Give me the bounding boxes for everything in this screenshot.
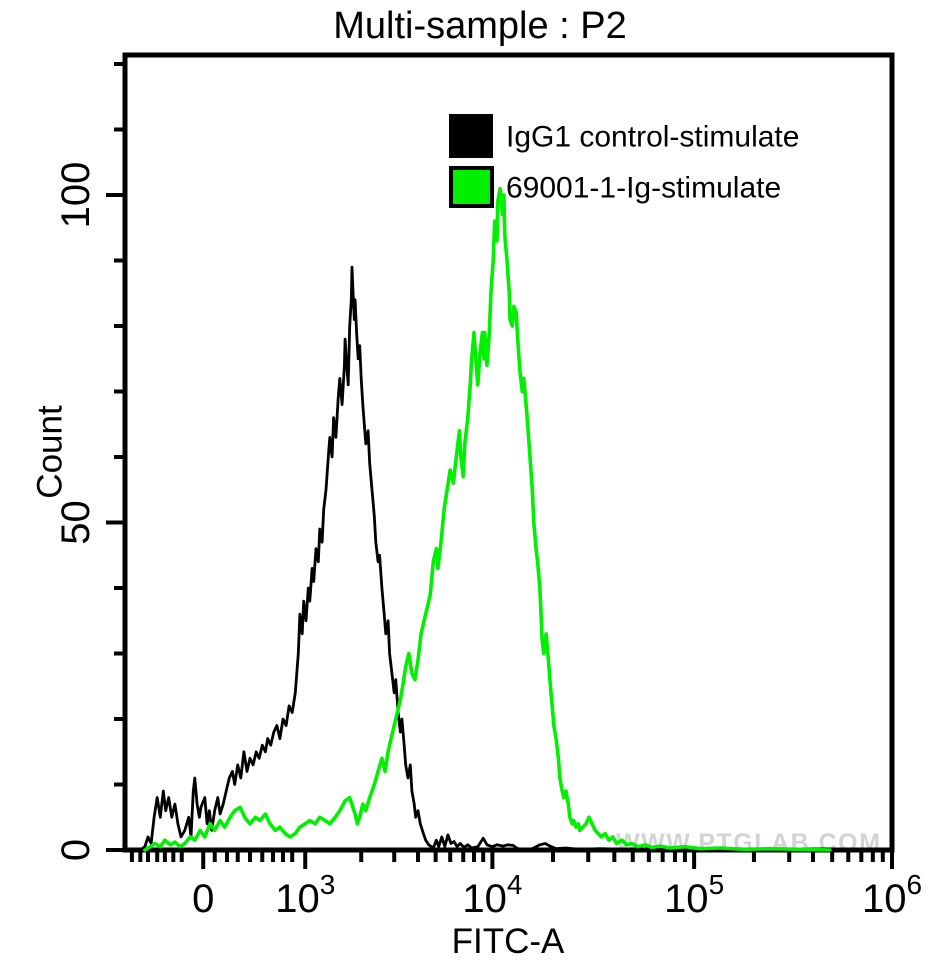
x-tick-label: 103	[275, 869, 335, 921]
x-axis-title: FITC-A	[452, 922, 565, 961]
x-tick-label: 104	[462, 869, 522, 921]
x-tick-label: 106	[862, 869, 922, 921]
y-axis-title: Count	[31, 405, 70, 499]
histogram-curves	[138, 186, 852, 852]
plot-frame	[122, 52, 895, 853]
plot-title: Multi-sample : P2	[333, 5, 627, 47]
legend-label-igg1-control: IgG1 control-stimulate	[506, 121, 799, 154]
curve-igg1-control-stimulate	[138, 265, 852, 852]
legend-label-69001-1-ig: 69001-1-Ig-stimulate	[506, 172, 781, 205]
legend-swatch-69001-1-ig	[449, 166, 494, 208]
x-tick-label: 105	[664, 869, 724, 921]
curve-69001-1-ig-stimulate	[143, 186, 832, 852]
y-tick-label: 0	[54, 839, 98, 861]
y-tick-label: 50	[54, 500, 98, 545]
x-tick-label: 0	[192, 877, 214, 921]
legend-swatch-igg1-control	[449, 114, 493, 158]
y-tick-label: 100	[54, 162, 98, 229]
watermark: WWW.PTGLAB.COM	[616, 829, 881, 857]
x-axis-ticks: 0 103 104 105 106	[129, 850, 922, 921]
legend: IgG1 control-stimulate 69001-1-Ig-stimul…	[449, 114, 799, 208]
